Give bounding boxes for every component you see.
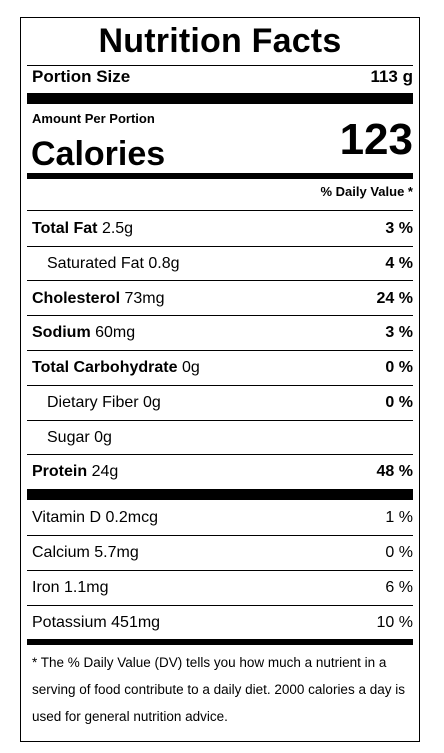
vitamin-name: Vitamin D [32,509,102,526]
calories-value: 123 [339,115,413,164]
daily-value-header: % Daily Value * [320,184,414,199]
divider [27,65,413,66]
nutrient-row-cholesterol: Cholesterol 73mg [32,289,165,309]
nutrient-dv: 3 % [385,324,413,341]
nutrient-amount: 24g [91,463,119,480]
calories-label: Calories [31,135,166,173]
vitamin-row-calcium: Calcium 5.7mg [32,543,139,563]
nutrient-row-dietary-fiber: Dietary Fiber 0g [47,393,161,413]
vitamin-name: Iron [32,579,60,596]
nutrient-dv: 0 % [385,394,413,411]
nutrient-dv: 0 % [385,359,413,376]
vitamin-amount: 0.2mcg [105,509,158,526]
nutrient-name: Cholesterol [32,290,121,307]
vitamin-row-iron: Iron 1.1mg [32,578,109,598]
nutrient-name: Saturated Fat [47,255,144,272]
nutrient-dv: 4 % [385,255,413,272]
nutrient-name: Sugar [47,429,90,446]
nutrient-dv: 3 % [385,220,413,237]
vitamin-name: Calcium [32,544,90,561]
divider [27,385,413,386]
vitamin-name: Potassium [32,614,107,631]
daily-value-footnote: * The % Daily Value (DV) tells you how m… [32,655,405,724]
divider [27,350,413,351]
nutrient-amount: 0g [94,429,112,446]
portion-size-label: Portion Size [32,67,131,86]
vitamin-dv: 0 % [385,544,413,561]
nutrient-row-total-carbohydrate: Total Carbohydrate 0g [32,358,200,378]
divider [27,535,413,536]
nutrient-name: Total Fat [32,220,98,237]
thick-divider [27,489,413,500]
nutrient-row-sugar: Sugar 0g [47,428,112,448]
medium-divider [27,173,413,179]
medium-divider [27,639,413,645]
divider [27,280,413,281]
vitamin-amount: 5.7mg [94,544,139,561]
nutrient-amount: 73mg [124,290,165,307]
vitamin-row-vitamin-d: Vitamin D 0.2mcg [32,508,158,528]
nutrient-row-saturated-fat: Saturated Fat 0.8g [47,254,180,274]
divider [27,210,413,211]
divider [27,315,413,316]
divider [27,246,413,247]
nutrient-dv: 48 % [376,463,413,480]
nutrient-amount: 60mg [95,324,136,341]
vitamin-row-potassium: Potassium 451mg [32,613,160,633]
nutrient-name: Total Carbohydrate [32,359,178,376]
divider [27,570,413,571]
nutrient-amount: 2.5g [101,220,134,237]
nutrient-row-protein: Protein 24g [32,462,118,482]
portion-size-value: 113 g [370,67,413,86]
thick-divider [27,93,413,104]
vitamin-amount: 1.1mg [64,579,109,596]
nutrient-name: Sodium [32,324,91,341]
divider [27,454,413,455]
nutrient-amount: 0g [143,394,161,411]
nutrient-amount: 0.8g [148,255,180,272]
vitamin-dv: 10 % [376,614,413,631]
label-title: Nutrition Facts [98,22,342,60]
vitamin-dv: 1 % [385,509,413,526]
divider [27,605,413,606]
nutrition-facts-label: Nutrition Facts Portion Size 113 g Amoun… [20,17,420,742]
nutrient-name: Protein [32,463,88,480]
nutrient-amount: 0g [181,359,200,376]
amount-per-portion: Amount Per Portion [32,111,155,126]
divider [27,420,413,421]
nutrient-name: Dietary Fiber [47,394,139,411]
nutrient-dv: 24 % [376,290,413,307]
vitamin-dv: 6 % [385,579,413,596]
nutrient-row-total-fat: Total Fat 2.5g [32,219,133,239]
nutrient-row-sodium: Sodium 60mg [32,323,135,343]
vitamin-amount: 451mg [111,614,161,631]
